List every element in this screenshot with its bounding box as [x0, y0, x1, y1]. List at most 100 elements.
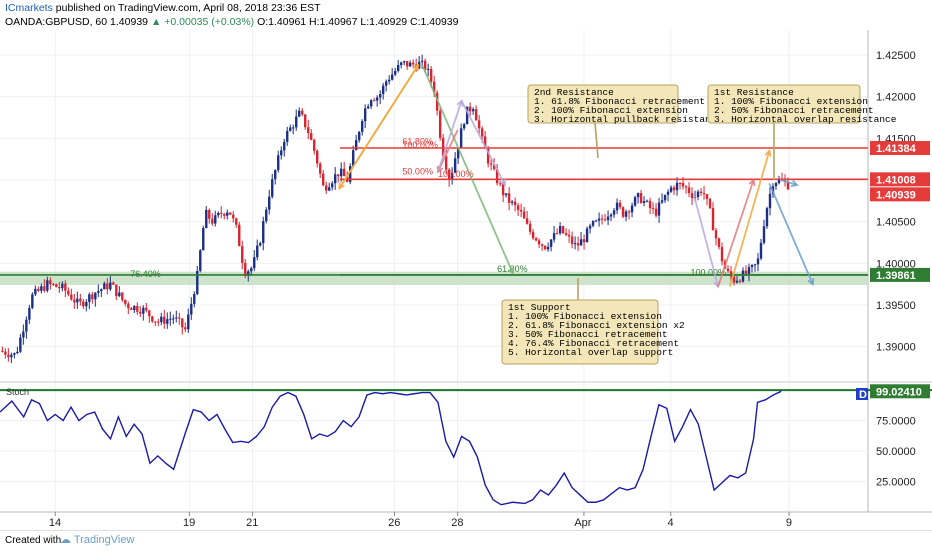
candle-body [537, 240, 541, 245]
candle-body [115, 284, 118, 297]
candle-body [366, 106, 370, 109]
candle-body [235, 218, 238, 225]
candle-body [645, 200, 649, 202]
candle-body [558, 226, 562, 234]
note-line: 2. 61.8% Fibonacci extension x2 [508, 320, 685, 331]
candle-body [369, 100, 373, 107]
candle-body [633, 197, 637, 206]
candle-body [720, 247, 724, 262]
candle-body [477, 120, 481, 129]
publisher-line: ICmarkets published on TradingView.com, … [5, 2, 321, 14]
candle-body [429, 68, 433, 82]
candle-body [654, 208, 658, 216]
price-tag [870, 267, 930, 282]
candle-body [259, 243, 262, 246]
candle-body [627, 211, 631, 213]
candle-body [73, 299, 76, 303]
candle-body [37, 288, 40, 291]
candle-body [181, 318, 184, 328]
candle-body [444, 156, 448, 170]
candle-body [525, 218, 529, 224]
stoch-title: Stoch [6, 387, 29, 397]
candle-body [265, 209, 268, 222]
price-chart[interactable]: 61.80%100.00%50.00% 100.00%76.40% 61.80% 10… [0, 0, 932, 530]
candle-body [759, 242, 763, 259]
candle-body [753, 264, 757, 266]
candle-body [408, 62, 412, 67]
price-tag [870, 141, 930, 155]
fib-label: 100.00% [438, 169, 474, 179]
swing-arrow-orange-head [338, 182, 346, 190]
x-tick-label: 14 [49, 517, 61, 529]
candle-body [600, 218, 604, 220]
stoch-tick-label: 25.0000 [876, 477, 916, 489]
candle-body [157, 321, 160, 323]
candle-body [271, 179, 274, 197]
candle-body [459, 128, 463, 149]
note-title: 1st Support [508, 302, 571, 313]
candle-body [642, 201, 646, 203]
note-line: 3. Horizontal overlap resistance [714, 114, 897, 125]
candle-body [316, 150, 319, 164]
candle-body [573, 243, 577, 245]
candle-body [348, 166, 352, 182]
candle-body [423, 60, 427, 70]
candle-body [732, 276, 736, 283]
swing-arrow-blue-head [807, 278, 815, 286]
candle-body [106, 283, 109, 290]
candle-body [58, 287, 61, 289]
candle-body [777, 179, 781, 184]
candle-body [34, 288, 37, 295]
candle-body [88, 294, 91, 302]
note-line: 2. 100% Fibonacci extension [534, 105, 688, 116]
candle-body [402, 61, 406, 63]
candle-body [564, 233, 568, 235]
candle-body [528, 223, 532, 232]
tradingview-logo[interactable]: ☁ TradingView [60, 534, 135, 546]
note-title: 1st Resistance [714, 87, 794, 98]
x-tick-label: 28 [451, 517, 463, 529]
note-box [707, 84, 861, 124]
candle-body [381, 85, 385, 95]
candle-body [699, 191, 703, 193]
candle-body [657, 202, 661, 216]
candle-body [304, 114, 307, 128]
candle-body [70, 294, 73, 300]
candle-body [7, 354, 10, 358]
candle-body [229, 212, 232, 215]
candle-body [438, 110, 442, 138]
candle-body [405, 61, 409, 67]
note-line: 4. 76.4% Fibonacci retracement [508, 338, 679, 349]
candle-body [172, 318, 175, 320]
x-tick-label: 9 [786, 517, 792, 529]
candle-body [612, 210, 616, 215]
stoch-line [0, 390, 782, 506]
candle-body [543, 245, 547, 250]
candle-body [522, 211, 526, 219]
note-box [527, 84, 679, 124]
x-tick-label: 21 [246, 517, 258, 529]
swing-arrow-orange-head [764, 149, 772, 157]
candle-body [223, 213, 226, 216]
candle-body [354, 140, 358, 151]
swing-arrow-purple [437, 100, 463, 172]
candle-body [372, 100, 376, 102]
candle-body [184, 327, 187, 330]
candle-body [205, 209, 208, 229]
candle-body [199, 250, 202, 271]
candle-body [82, 301, 85, 307]
candle-body [516, 205, 520, 210]
swing-arrow-purple [460, 100, 506, 186]
candle-body [750, 265, 754, 268]
symbol-line: OANDA:GBPUSD, 60 1.40939 ▲ +0.00035 (+0.… [5, 16, 459, 28]
candle-body [504, 193, 508, 196]
stoch-d-badge [856, 388, 868, 400]
candle-body [363, 108, 367, 122]
publisher-name[interactable]: ICmarkets [5, 2, 53, 14]
candle-body [28, 307, 31, 320]
candle-body [13, 353, 16, 355]
candle-body [127, 303, 130, 309]
candle-body [510, 201, 514, 203]
candle-body [67, 290, 70, 295]
